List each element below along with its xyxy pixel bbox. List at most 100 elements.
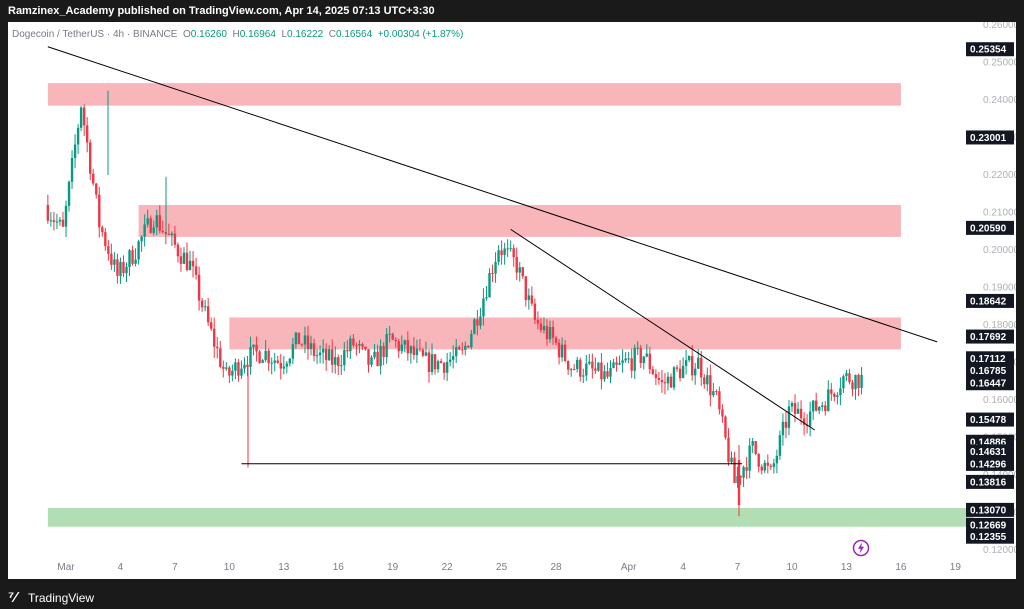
candle-body xyxy=(415,348,419,355)
candle-body xyxy=(331,349,334,365)
candle-body xyxy=(448,359,452,362)
candle-body xyxy=(303,335,307,345)
candle-body xyxy=(657,377,661,380)
candle-body xyxy=(400,344,403,352)
price-label-bg xyxy=(966,293,1014,308)
candle-body xyxy=(92,173,95,184)
candle-body xyxy=(836,395,839,397)
candle-body xyxy=(790,402,794,407)
price-label: 0.12669 xyxy=(970,520,1007,531)
candle-body xyxy=(391,333,394,340)
candle-body xyxy=(500,250,503,255)
candle-body xyxy=(551,327,555,338)
candle-body xyxy=(95,183,98,195)
candle-body xyxy=(591,361,594,369)
candle-body xyxy=(321,348,325,353)
price-label: 0.25354 xyxy=(970,45,1007,56)
open-label: O xyxy=(183,29,191,40)
candle-body xyxy=(824,405,827,411)
x-tick-label: 7 xyxy=(172,562,178,573)
candle-body xyxy=(128,250,131,267)
candle-body xyxy=(231,370,234,376)
low-label: L xyxy=(281,29,288,40)
candle-body xyxy=(609,367,612,377)
price-label: 0.16785 xyxy=(970,366,1007,377)
candle-body xyxy=(848,373,851,383)
candle-body xyxy=(802,418,806,425)
x-tick-label: 10 xyxy=(786,562,798,573)
candle-body xyxy=(566,360,570,370)
candle-body xyxy=(754,441,757,454)
candle-body xyxy=(669,376,673,388)
y-tick-label: 0.21000 xyxy=(983,208,1016,219)
tradingview-logo-icon[interactable]: ⁷⁄ xyxy=(8,589,17,606)
price-label: 0.14886 xyxy=(970,437,1007,448)
price-label-bg xyxy=(966,456,1014,471)
candle-body xyxy=(642,356,645,364)
candle-body xyxy=(222,366,225,369)
candle-body xyxy=(560,344,564,358)
candle-body xyxy=(161,230,164,233)
price-label-bg xyxy=(966,351,1014,366)
candle-body xyxy=(494,261,497,274)
candle-body xyxy=(842,376,845,389)
candle-body xyxy=(439,361,443,363)
candle-body xyxy=(76,127,80,145)
candle-body xyxy=(703,377,706,385)
high-label: H xyxy=(232,29,240,40)
candle-body xyxy=(742,467,745,478)
candle-body xyxy=(521,267,524,277)
candle-body xyxy=(397,341,400,352)
candle-body xyxy=(512,248,515,258)
candle-body xyxy=(615,362,618,365)
candle-body xyxy=(140,236,143,242)
candle-body xyxy=(388,333,391,335)
x-tick-label: 13 xyxy=(841,562,853,573)
candle-body xyxy=(694,368,697,376)
x-tick-label: 25 xyxy=(496,562,508,573)
candle-body xyxy=(684,360,688,366)
price-chart[interactable]: 0.260000.250000.240000.230000.220000.210… xyxy=(8,22,1016,579)
candle-body xyxy=(687,356,691,361)
x-tick-label: Mar xyxy=(57,562,75,573)
candle-body xyxy=(603,371,606,380)
y-tick-label: 0.19000 xyxy=(983,283,1016,294)
candle-body xyxy=(630,358,633,371)
candle-body xyxy=(524,276,527,300)
candle-body xyxy=(249,346,252,368)
candle-body xyxy=(851,382,854,390)
candle-body xyxy=(246,364,249,368)
close-label: C xyxy=(328,29,336,40)
candle-body xyxy=(312,343,316,356)
y-tick-label: 0.25000 xyxy=(983,58,1016,69)
candle-body xyxy=(576,359,579,370)
candle-body xyxy=(188,260,192,271)
price-label: 0.13816 xyxy=(970,477,1007,488)
y-tick-label: 0.22000 xyxy=(983,170,1016,181)
chart-panel xyxy=(8,22,1016,579)
candle-body xyxy=(122,261,125,274)
price-label-bg xyxy=(966,329,1014,344)
y-tick-label: 0.18000 xyxy=(983,320,1016,331)
symbol-name[interactable]: Dogecoin / TetherUS · 4h · BINANCE xyxy=(12,29,178,40)
candle-body xyxy=(73,144,77,158)
price-label: 0.18642 xyxy=(970,296,1007,307)
candle-body xyxy=(775,455,779,464)
x-tick-label: 13 xyxy=(278,562,290,573)
candle-body xyxy=(542,326,546,331)
footer-brand[interactable]: TradingView xyxy=(28,591,95,605)
lightning-icon[interactable] xyxy=(852,539,870,557)
candle-body xyxy=(857,374,860,388)
candle-body xyxy=(264,350,267,361)
resistance-zone-1 xyxy=(138,205,901,237)
candle-body xyxy=(182,252,186,264)
candle-body xyxy=(343,350,346,366)
candle-body xyxy=(379,346,382,367)
candle-body xyxy=(394,339,397,342)
candle-body xyxy=(860,374,863,388)
x-tick-label: 28 xyxy=(550,562,562,573)
price-label: 0.13070 xyxy=(970,505,1007,516)
y-tick-label: 0.26000 xyxy=(983,22,1016,31)
candle-body xyxy=(297,332,301,345)
x-tick-label: 19 xyxy=(387,562,399,573)
